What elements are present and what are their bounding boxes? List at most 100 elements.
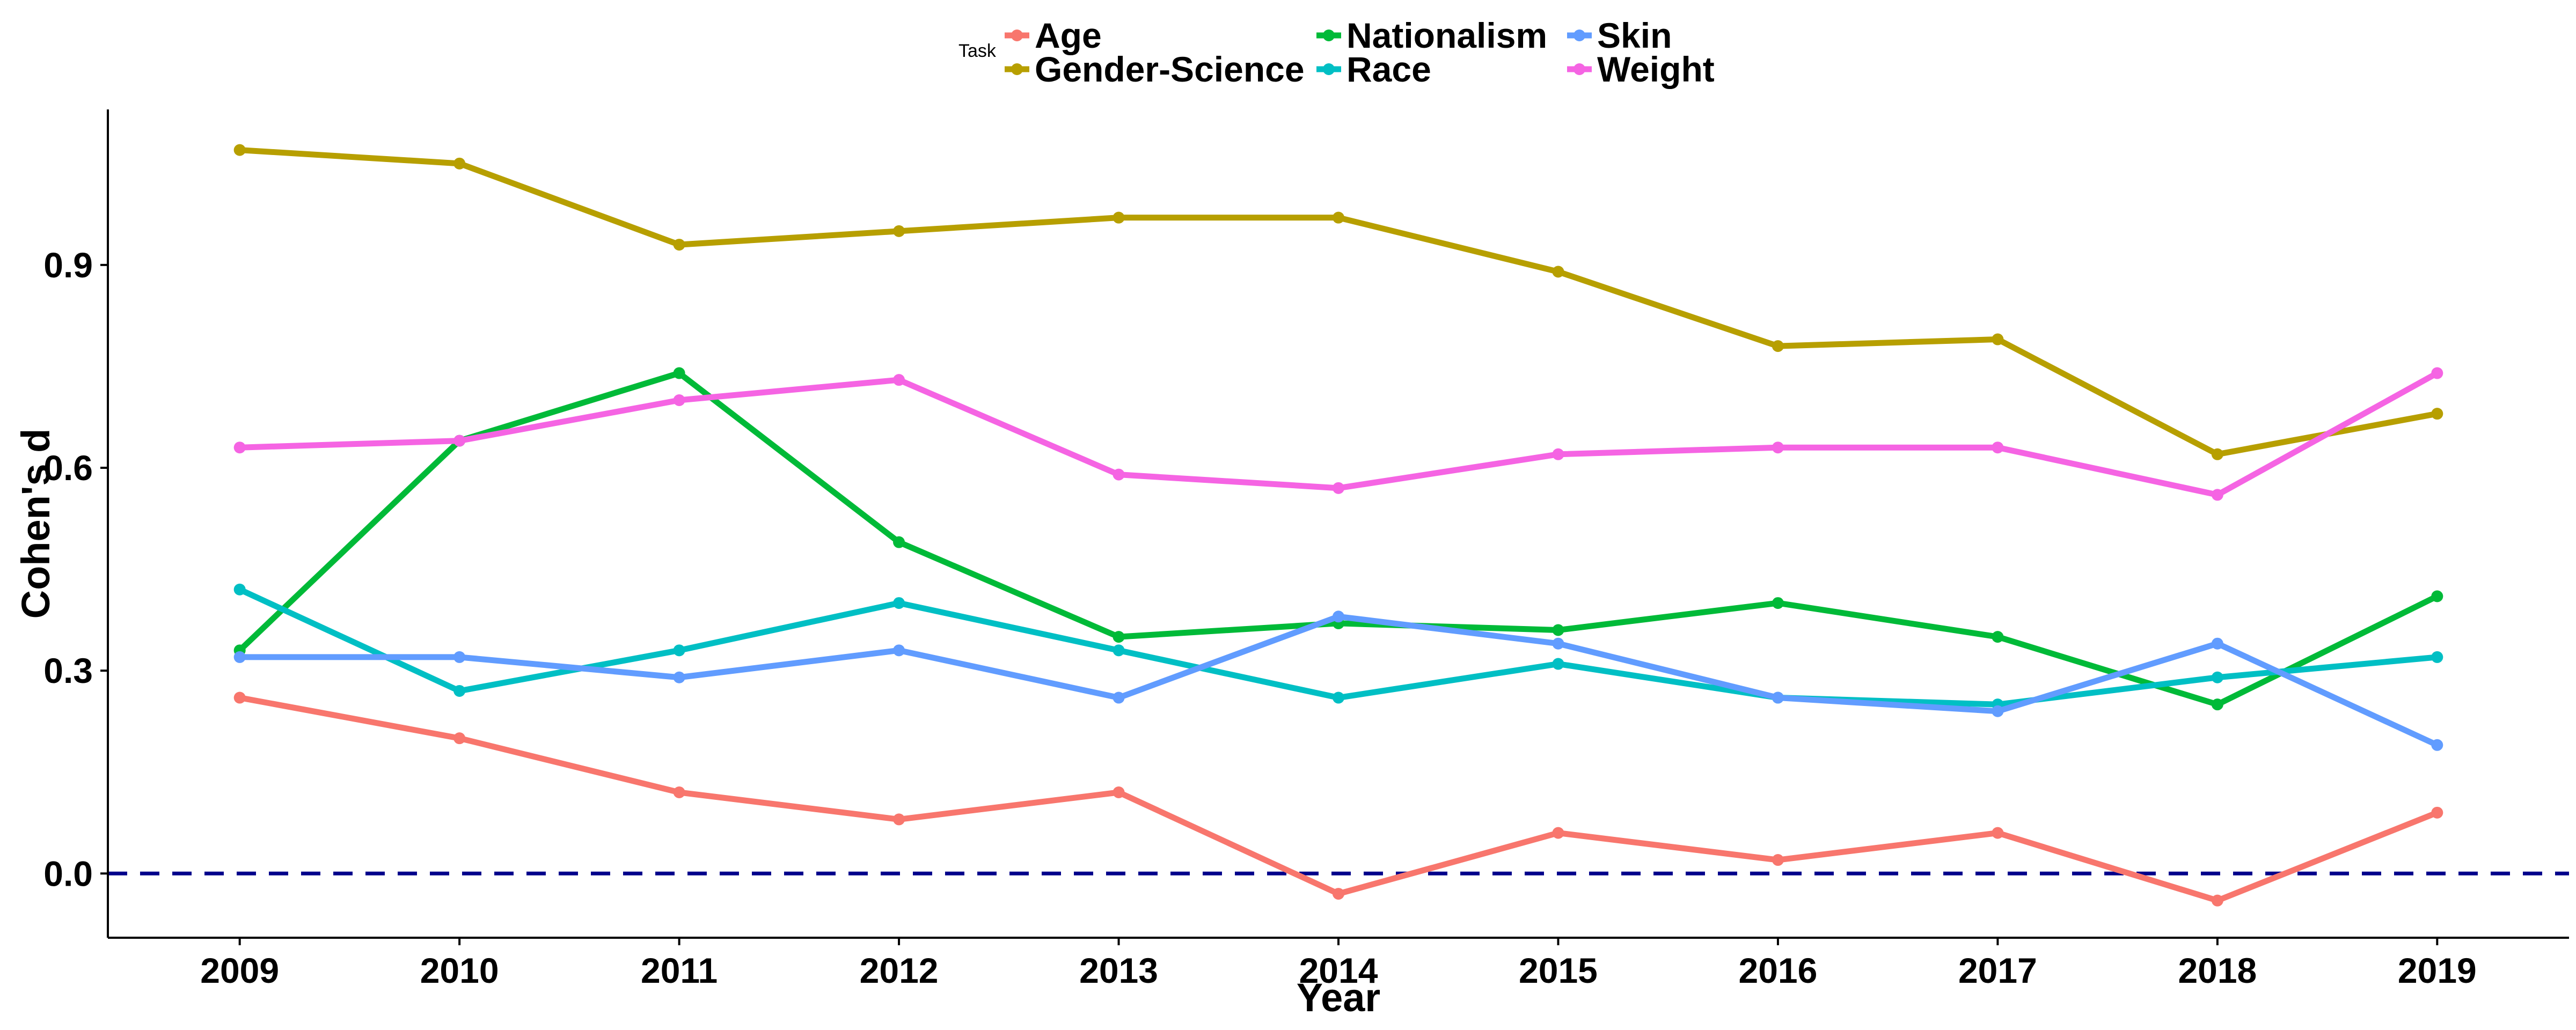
x-tick-label: 2019	[2398, 951, 2477, 990]
data-point-gender-science	[2431, 408, 2443, 420]
data-point-age	[1552, 827, 1564, 839]
data-point-gender-science	[2211, 448, 2223, 460]
data-point-weight	[2431, 367, 2443, 379]
data-point-age	[1992, 827, 2004, 839]
legend-item-gender-science: Gender-Science	[1005, 49, 1305, 89]
data-point-gender-science	[453, 157, 466, 170]
data-point-age	[453, 732, 466, 745]
data-point-weight	[1992, 442, 2004, 454]
legend-label: Race	[1346, 49, 1431, 89]
y-tick-label: 0.3	[43, 651, 93, 690]
legend-item-nationalism: Nationalism	[1316, 16, 1547, 55]
data-point-race	[2211, 671, 2223, 683]
data-point-age	[893, 813, 905, 826]
legend-item-age: Age	[1005, 16, 1102, 55]
data-point-age	[1772, 854, 1784, 866]
series-line-race	[237, 586, 2440, 708]
data-point-race	[1552, 658, 1564, 670]
y-tick-label: 0.9	[43, 245, 93, 285]
data-point-race	[893, 597, 905, 609]
legend-key-point	[1323, 30, 1335, 41]
x-axis-ticks: 2009 2010 2011 2012 2013 2014 2015 2016 2017 2018…	[200, 938, 2477, 990]
legend-key-point	[1574, 30, 1585, 41]
data-point-weight	[1552, 448, 1564, 460]
data-point-age	[1333, 888, 1344, 900]
legend-title: Task	[958, 41, 997, 61]
data-point-skin	[233, 651, 246, 663]
data-point-weight	[673, 394, 685, 406]
data-point-age	[673, 786, 685, 799]
data-point-skin	[673, 671, 685, 683]
data-point-weight	[233, 442, 246, 454]
data-point-nationalism	[893, 536, 905, 548]
legend-label: Weight	[1597, 49, 1715, 89]
x-tick-label: 2012	[860, 951, 939, 990]
series-skin	[233, 610, 2443, 751]
data-point-race	[673, 644, 685, 657]
data-point-race	[1333, 691, 1344, 704]
series-line-weight	[237, 370, 2440, 498]
plot-area: 0.0 0.3 0.6 0.9 2009 2010 2011 2012 2013 2014 201…	[43, 109, 2569, 990]
data-point-skin	[893, 644, 905, 657]
data-point-race	[233, 583, 246, 595]
legend-key-point	[1323, 63, 1335, 75]
data-point-race	[2431, 651, 2443, 663]
legend-label: Age	[1035, 16, 1102, 55]
series-gender-science	[233, 144, 2443, 460]
series-race	[233, 583, 2443, 711]
data-point-skin	[1772, 691, 1784, 704]
data-point-age	[1113, 786, 1125, 799]
data-point-gender-science	[1992, 333, 2004, 345]
data-point-weight	[893, 374, 905, 386]
x-tick-label: 2015	[1519, 951, 1598, 990]
data-point-gender-science	[1113, 211, 1125, 224]
data-point-age	[2431, 806, 2443, 819]
data-point-gender-science	[673, 239, 685, 251]
data-point-skin	[1113, 691, 1125, 704]
data-point-race	[1113, 644, 1125, 657]
legend-key-point	[1574, 63, 1585, 75]
data-point-race	[453, 685, 466, 697]
x-tick-label: 2016	[1739, 951, 1818, 990]
data-point-weight	[1772, 442, 1784, 454]
data-point-nationalism	[2211, 698, 2223, 711]
x-tick-label: 2010	[420, 951, 499, 990]
series-line-age	[237, 695, 2440, 904]
data-point-skin	[453, 651, 466, 663]
data-point-gender-science	[1772, 340, 1784, 352]
series-age	[233, 691, 2443, 907]
legend-key-point	[1011, 30, 1023, 41]
data-point-age	[233, 691, 246, 704]
data-point-nationalism	[1552, 624, 1564, 636]
data-point-nationalism	[1992, 631, 2004, 643]
legend-label: Skin	[1597, 16, 1672, 55]
series-weight	[233, 367, 2443, 501]
y-tick-label: 0.0	[43, 854, 93, 893]
data-point-skin	[2431, 739, 2443, 751]
data-point-skin	[1333, 610, 1344, 623]
legend-label: Nationalism	[1346, 16, 1547, 55]
x-tick-label: 2018	[2178, 951, 2257, 990]
data-point-nationalism	[673, 367, 685, 379]
series-line-skin	[237, 613, 2440, 748]
data-point-nationalism	[1772, 597, 1784, 609]
legend-item-race: Race	[1316, 49, 1431, 89]
x-tick-label: 2013	[1079, 951, 1158, 990]
legend-item-weight: Weight	[1567, 49, 1715, 89]
y-tick-label: 0.6	[43, 448, 93, 488]
data-point-skin	[1992, 705, 2004, 717]
data-point-weight	[1113, 468, 1125, 481]
data-point-weight	[453, 435, 466, 447]
data-point-age	[2211, 894, 2223, 907]
data-point-skin	[1552, 637, 1564, 650]
data-point-gender-science	[233, 144, 246, 156]
data-point-gender-science	[1552, 266, 1564, 278]
x-tick-label: 2009	[200, 951, 279, 990]
data-point-skin	[2211, 637, 2223, 650]
x-axis-title: Year	[1297, 975, 1380, 1020]
data-point-nationalism	[2431, 590, 2443, 602]
data-point-weight	[1333, 482, 1344, 494]
legend-label: Gender-Science	[1035, 49, 1305, 89]
